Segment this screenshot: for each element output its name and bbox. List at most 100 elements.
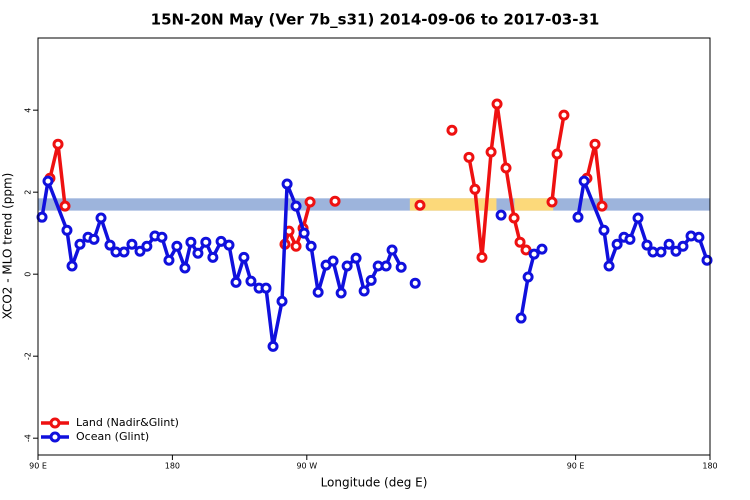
data-point xyxy=(491,98,503,110)
data-point xyxy=(267,340,279,352)
data-point xyxy=(463,151,475,163)
data-point xyxy=(126,238,138,250)
data-point xyxy=(304,196,316,208)
data-point xyxy=(515,312,527,324)
data-point xyxy=(171,240,183,252)
data-point xyxy=(290,240,302,252)
data-point xyxy=(693,231,705,243)
chart-title: 15N-20N May (Ver 7b_s31) 2014-09-06 to 2… xyxy=(151,11,600,29)
data-point xyxy=(655,246,667,258)
data-point xyxy=(632,212,644,224)
data-point xyxy=(134,245,146,257)
data-point xyxy=(238,251,250,263)
data-point xyxy=(179,262,191,274)
series-line xyxy=(576,179,709,268)
data-point xyxy=(500,162,512,174)
data-point xyxy=(596,200,608,212)
plot-frame xyxy=(37,37,711,456)
data-point xyxy=(701,254,713,266)
data-point xyxy=(88,233,100,245)
data-point xyxy=(589,138,601,150)
data-point xyxy=(66,260,78,272)
data-point xyxy=(469,183,481,195)
data-point xyxy=(663,238,675,250)
data-point xyxy=(61,224,73,236)
x-tick-label: 180 xyxy=(702,462,717,471)
legend-label: Ocean (Glint) xyxy=(76,430,149,443)
data-point xyxy=(185,236,197,248)
x-tick-label: 90 E xyxy=(29,462,47,471)
data-point xyxy=(200,236,212,248)
data-point xyxy=(380,260,392,272)
data-point xyxy=(546,196,558,208)
data-point xyxy=(358,285,370,297)
legend-marker xyxy=(49,417,61,429)
data-point xyxy=(329,195,341,207)
data-point xyxy=(624,233,636,245)
data-point xyxy=(156,231,168,243)
data-point xyxy=(409,277,421,289)
data-point xyxy=(312,286,324,298)
data-point xyxy=(305,240,317,252)
y-tick-label: -2 xyxy=(24,352,33,360)
data-point xyxy=(386,244,398,256)
data-point xyxy=(327,255,339,267)
data-point xyxy=(522,271,534,283)
y-tick-label: 2 xyxy=(24,190,33,195)
x-tick-label: 180 xyxy=(165,462,180,471)
data-point xyxy=(74,238,86,250)
data-point xyxy=(245,275,257,287)
data-point xyxy=(528,248,540,260)
data-point xyxy=(551,148,563,160)
data-point xyxy=(42,175,54,187)
legend-marker xyxy=(49,431,61,443)
band-segment xyxy=(38,198,710,211)
data-point xyxy=(276,295,288,307)
data-point xyxy=(514,236,526,248)
data-point xyxy=(350,252,362,264)
data-point xyxy=(95,212,107,224)
data-point xyxy=(365,274,377,286)
data-point xyxy=(603,260,615,272)
data-point xyxy=(298,227,310,239)
x-axis-label: Longitude (deg E) xyxy=(321,476,428,490)
data-point xyxy=(414,199,426,211)
data-point xyxy=(141,240,153,252)
y-tick-label: -4 xyxy=(24,434,33,442)
data-point xyxy=(395,261,407,273)
legend-label: Land (Nadir&Glint) xyxy=(76,416,179,429)
data-point xyxy=(36,211,48,223)
data-point xyxy=(281,178,293,190)
x-tick-label: 90 E xyxy=(567,462,585,471)
data-point xyxy=(670,245,682,257)
data-point xyxy=(192,247,204,259)
data-point xyxy=(118,246,130,258)
series-line xyxy=(467,102,528,260)
x-tick-label: 90 W xyxy=(296,462,317,471)
y-tick-label: 4 xyxy=(24,108,33,113)
data-point xyxy=(52,138,64,150)
data-point xyxy=(578,175,590,187)
data-point xyxy=(59,200,71,212)
data-point xyxy=(335,287,347,299)
data-point xyxy=(558,109,570,121)
data-point xyxy=(572,211,584,223)
data-point xyxy=(207,251,219,263)
data-point xyxy=(230,276,242,288)
data-point xyxy=(508,212,520,224)
data-point xyxy=(260,282,272,294)
data-point xyxy=(485,146,497,158)
data-point xyxy=(476,251,488,263)
data-point xyxy=(611,238,623,250)
data-point xyxy=(290,200,302,212)
data-point xyxy=(104,239,116,251)
data-point xyxy=(446,124,458,136)
band-segment xyxy=(514,198,554,211)
data-point xyxy=(641,239,653,251)
data-point xyxy=(677,240,689,252)
data-point xyxy=(163,254,175,266)
y-axis-label: XCO2 - MLO trend (ppm) xyxy=(1,173,15,320)
data-point xyxy=(536,243,548,255)
